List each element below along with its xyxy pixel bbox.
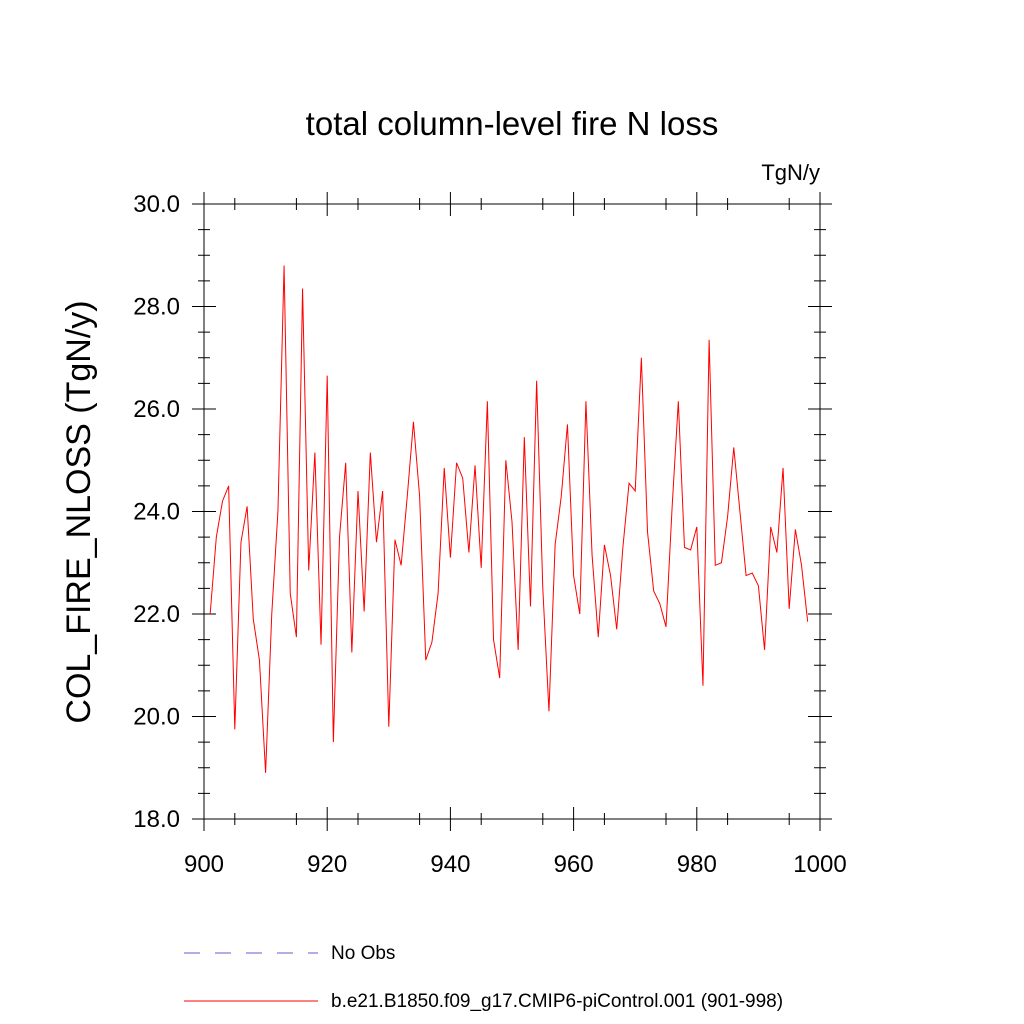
x-tick-label: 980 — [677, 851, 717, 878]
y-tick-label: 18.0 — [133, 806, 180, 833]
x-tick-label: 920 — [307, 851, 347, 878]
y-tick-label: 26.0 — [133, 396, 180, 423]
y-tick-label: 30.0 — [133, 191, 180, 218]
axis-ticks — [192, 192, 832, 831]
y-tick-label: 20.0 — [133, 704, 180, 731]
x-tick-label: 900 — [184, 851, 224, 878]
series-layer — [209, 265, 809, 773]
chart-title: total column-level fire N loss — [306, 105, 719, 142]
legend-label-model: b.e21.B1850.f09_g17.CMIP6-piControl.001 … — [331, 991, 783, 1012]
legend-label-no-obs: No Obs — [331, 943, 395, 964]
y-tick-label: 28.0 — [133, 294, 180, 321]
y-tick-labels: 18.0 20.0 22.0 24.0 26.0 28.0 30.0 — [133, 191, 180, 833]
units-label: TgN/y — [761, 160, 820, 185]
x-tick-label: 1000 — [793, 851, 846, 878]
x-tick-label: 960 — [554, 851, 594, 878]
y-tick-label: 22.0 — [133, 601, 180, 628]
legend: No Obs b.e21.B1850.f09_g17.CMIP6-piContr… — [184, 943, 783, 1012]
y-tick-label: 24.0 — [133, 499, 180, 526]
x-tick-labels: 900 920 940 960 980 1000 — [184, 851, 847, 878]
y-axis-label: COL_FIRE_NLOSS (TgN/y) — [60, 300, 98, 723]
x-tick-label: 940 — [430, 851, 470, 878]
series-line — [209, 265, 809, 773]
